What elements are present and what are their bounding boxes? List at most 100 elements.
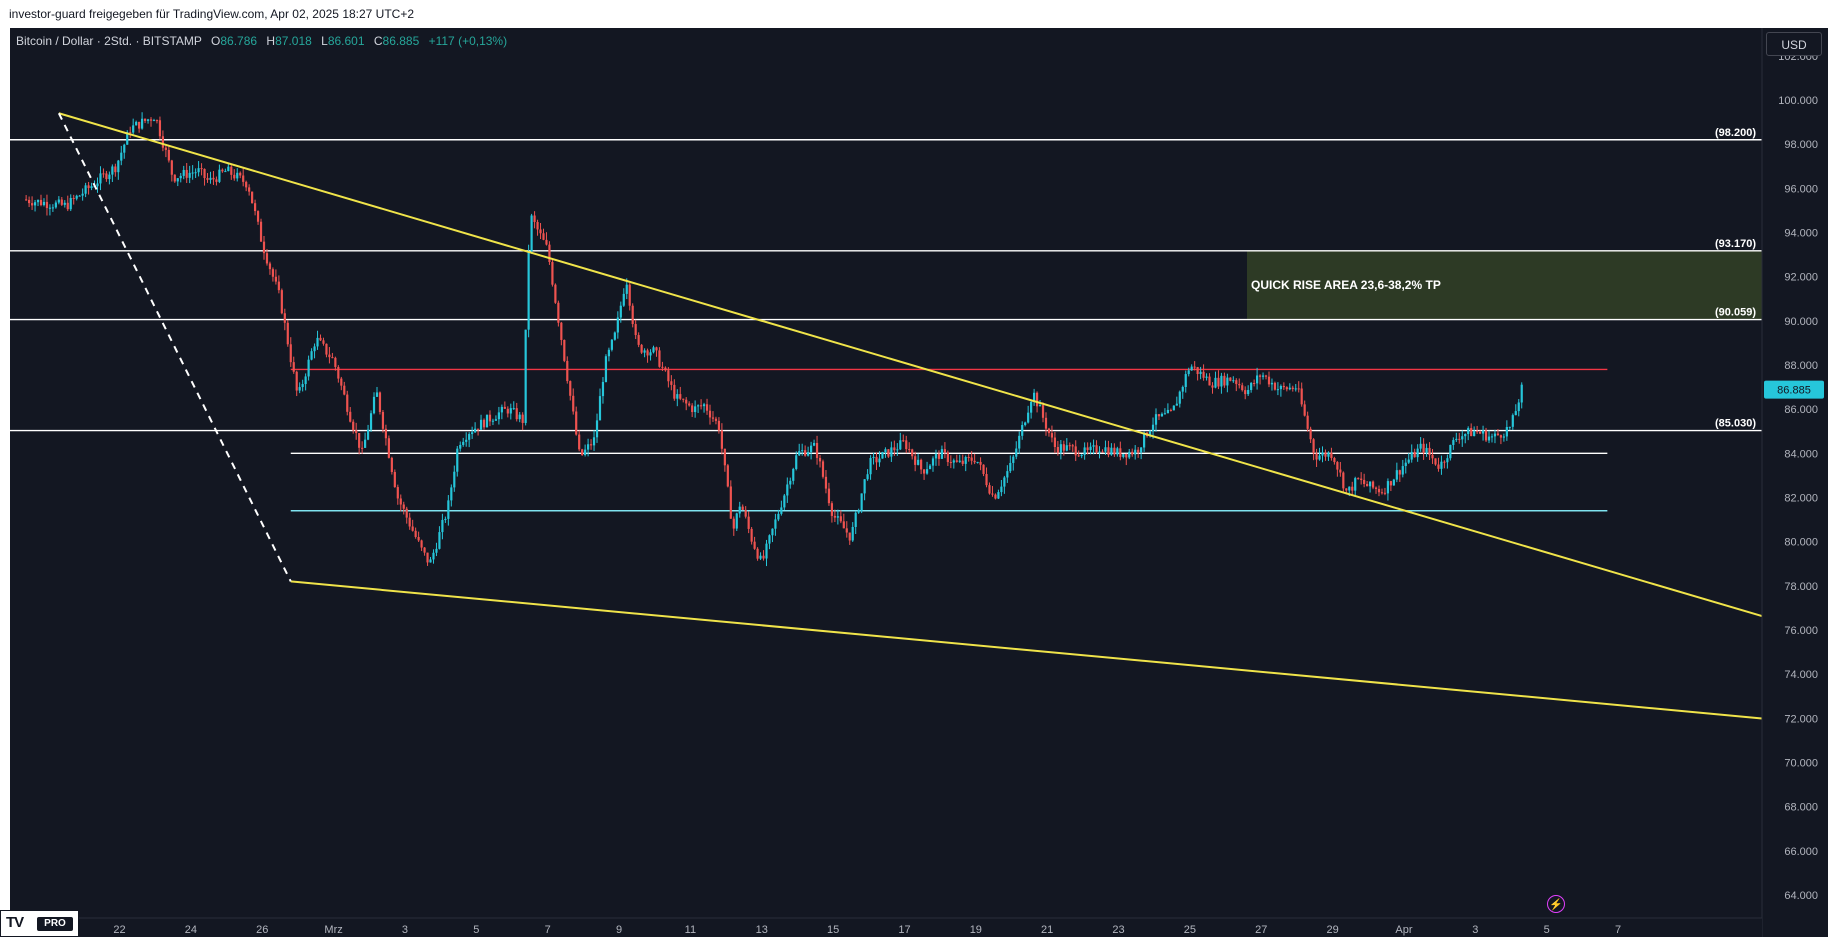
candle-body [860,493,863,511]
candle-body [649,352,652,356]
candle-body [399,498,402,505]
lightning-icon[interactable]: ⚡ [1547,895,1565,913]
candle-body [361,447,364,449]
candle-body [221,169,224,172]
candle-body [768,535,771,544]
candle-body [1244,390,1247,395]
candle-body [456,448,459,472]
candle-body [548,244,551,262]
candle-body [417,536,420,541]
candle-body [1077,455,1080,457]
candle-body [474,428,477,433]
candle-body [976,461,979,463]
candle-body [78,195,81,197]
symbol-interval[interactable]: 2Std. [104,34,133,48]
candle-body [1333,458,1336,463]
candle-body [167,149,170,161]
candle-body [1342,472,1345,489]
y-tick-label: 70.000 [1784,758,1818,770]
candle-body [188,172,191,178]
candle-body [905,440,908,450]
candle-body [1116,448,1119,455]
candle-body [435,548,438,553]
candle-body [1062,444,1065,451]
candle-body [988,485,991,494]
tradingview-logo[interactable]: TV PRO [0,910,79,937]
candle-body [1241,385,1244,391]
candle-body [1419,443,1422,449]
level-label-3: (85.030) [1715,418,1756,430]
currency-button[interactable]: USD [1766,32,1822,56]
candle-body [1452,440,1455,445]
candle-body [99,173,102,184]
candle-body [729,486,732,519]
candle-body [1160,413,1164,417]
candle-body [569,381,572,396]
candle-body [482,419,486,428]
candle-body [176,178,179,182]
candle-body [340,378,343,386]
candle-body [705,404,709,411]
candle-body [1214,377,1217,388]
candle-body [84,185,87,194]
candle-body [664,367,667,371]
candle-body [313,346,316,352]
candle-body [485,414,489,428]
candle-body [804,450,807,456]
candle-body [45,201,49,209]
candle-body [268,263,272,270]
candle-body [991,493,994,495]
candle-body [1505,427,1508,437]
candle-body [640,344,643,353]
candle-body [304,376,307,385]
candle-body [1148,431,1152,437]
tp-zone[interactable] [1246,250,1762,320]
candle-body [447,500,450,519]
candle-body [1354,478,1357,491]
candle-body [711,417,715,419]
high-value: 87.018 [275,34,312,48]
candle-body [1110,447,1113,455]
candle-body [917,459,920,465]
price-axis[interactable] [1762,28,1828,937]
candle-body [1157,414,1161,417]
candle-body [155,120,159,122]
candle-body [1395,470,1398,480]
x-tick-label: 7 [545,924,551,936]
upper-trendline[interactable] [58,112,1763,618]
candle-body [277,281,280,291]
candle-body [161,136,165,148]
candle-body [1012,456,1015,463]
candle-body [1059,444,1062,453]
candle-body [123,144,126,153]
candle-body [628,284,631,306]
candle-body [438,532,441,549]
candle-body [780,507,783,514]
candle-body [280,290,283,314]
candle-body [488,414,492,422]
leg-dashed[interactable] [57,112,292,582]
candle-body [337,366,340,379]
candle-body [25,199,28,201]
candle-body [857,510,860,513]
candle-body [444,518,447,520]
candle-body [355,430,358,434]
symbol-name[interactable]: Bitcoin / Dollar [16,34,94,48]
candle-body [973,460,976,463]
candle-body [1137,449,1140,453]
candle-body [262,241,266,254]
candle-body [557,302,560,323]
candle-body [955,460,958,462]
lower-trendline[interactable] [290,580,1763,720]
low-value: 86.601 [327,34,365,48]
candle-body [747,516,750,529]
price-chart[interactable]: QUICK RISE AREA 23,6-38,2% TP (98.200) (93… [10,28,1828,937]
candle-body [866,474,869,480]
candle-body [420,540,423,548]
candle-body [708,410,712,418]
candle-body [1431,454,1434,459]
candle-body [30,203,34,206]
y-tick-label: 78.000 [1784,581,1818,593]
time-axis[interactable] [10,918,1762,937]
chart-pane[interactable]: QUICK RISE AREA 23,6-38,2% TP (98.200) (93… [10,28,1828,937]
